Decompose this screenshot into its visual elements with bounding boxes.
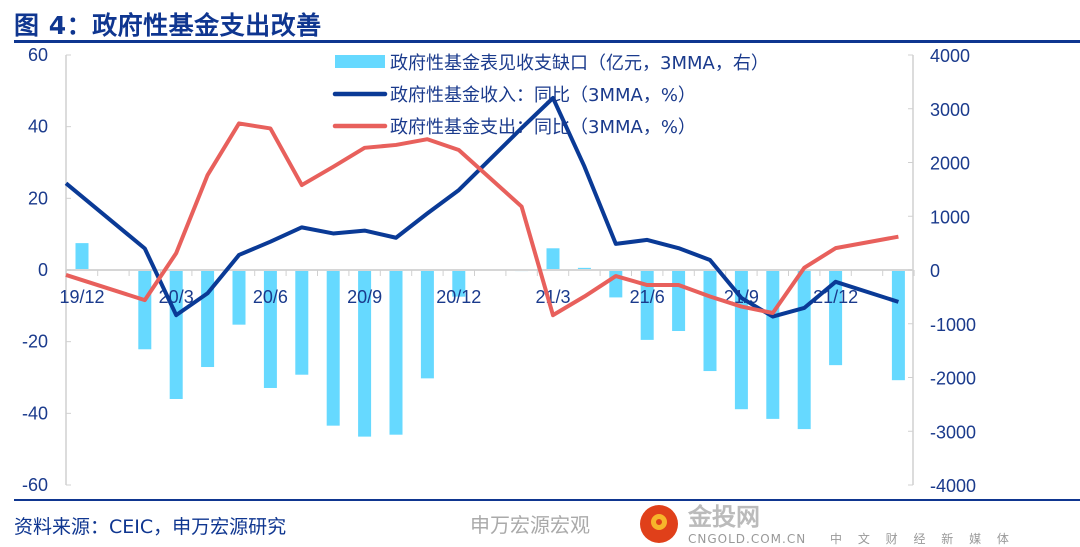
x-tick-label: 20/6 [253,287,288,307]
x-tick-label: 19/12 [59,287,104,307]
watermark-tagline: 中 文 财 经 新 媒 体 [830,532,1015,546]
left-tick-label: 40 [28,117,48,137]
watermark-domain: CNGOLD.COM.CN [688,532,807,546]
chart-title: 图 4：政府性基金支出改善 [14,11,322,40]
right-tick-label: 0 [930,261,940,281]
bar-20/2 [138,270,152,350]
bar-19/12 [75,243,89,270]
bar-20/12 [452,270,466,297]
cngold-logo-icon [640,505,678,543]
left-tick-label: 60 [28,45,48,65]
title-rule [14,40,1080,43]
bar-21/7 [672,270,686,332]
bar-20/8 [326,270,340,426]
wechat-watermark: 申万宏源宏观 [470,513,590,537]
right-tick-label: 4000 [930,46,970,66]
series-line-expenditure [65,121,899,318]
legend-swatch-bar [335,55,385,68]
right-tick-label: -2000 [930,369,976,389]
bar-21/12 [829,270,843,366]
bar-21/3 [546,248,560,270]
bar-20/3 [169,270,183,399]
x-tick-label: 20/9 [347,287,382,307]
left-tick-label: -40 [22,403,48,423]
bottom-rule [14,499,1080,501]
legend-label: 政府性基金表见收支缺口（亿元，3MMA，右） [390,53,769,74]
left-tick-label: -60 [22,475,48,495]
bar-20/7 [295,270,309,375]
series-line-revenue [64,96,900,319]
bar-20/6 [263,270,277,388]
bar-21/11 [797,270,811,430]
bar-22/2 [891,270,905,381]
x-tick-label: 21/3 [535,287,570,307]
right-tick-label: -3000 [930,422,976,442]
bar-20/10 [389,270,403,435]
legend-label: 政府性基金支出：同比（3MMA，%） [390,117,696,138]
left-tick-label: 20 [28,188,48,208]
legend: 政府性基金表见收支缺口（亿元，3MMA，右） 政府性基金收入：同比（3MMA，%）… [332,53,769,138]
legend-label: 政府性基金收入：同比（3MMA，%） [390,85,696,106]
right-tick-label: 1000 [930,207,970,227]
bar-20/9 [358,270,372,437]
watermark: 申万宏源宏观 金投网 CNGOLD.COM.CN 中 文 财 经 新 媒 体 [470,503,1080,547]
left-tick-label: -20 [22,332,48,352]
bar-21/4 [577,267,591,270]
x-tick-label: 20/12 [436,287,481,307]
right-tick-label: 2000 [930,154,970,174]
bar-21/8 [703,270,717,372]
x-tick-label: 21/6 [630,287,665,307]
right-tick-label: 3000 [930,100,970,120]
right-tick-label: -4000 [930,476,976,496]
bar-20/11 [420,270,434,379]
left-tick-label: 0 [38,260,48,280]
bar-20/5 [232,270,246,325]
bar-21/10 [766,270,780,419]
watermark-brand: 金投网 [688,503,760,531]
right-tick-label: -1000 [930,315,976,335]
bar-21/6 [640,270,654,340]
bar-20/4 [201,270,215,368]
source-note: 资料来源：CEIC，申万宏源研究 [14,516,287,538]
